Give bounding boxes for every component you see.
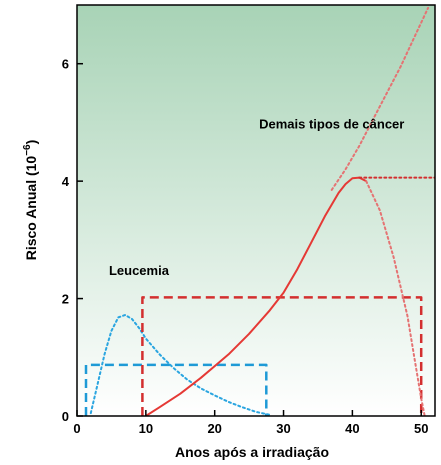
svg-text:Risco Anual (10−6): Risco Anual (10−6)	[22, 140, 39, 261]
y-axis-title-close: )	[23, 140, 39, 145]
y-axis-title-exponent: −6	[22, 144, 33, 156]
x-axis-title: Anos após a irradiação	[175, 444, 329, 460]
series-solid-decline	[365, 180, 426, 416]
y-tick-label: 6	[62, 57, 69, 72]
series-solid-model	[141, 296, 423, 416]
annotation-demais: Demais tipos de câncer	[259, 116, 404, 131]
series-solid-observed	[145, 176, 367, 416]
y-axis-title: Risco Anual (10−6)	[22, 140, 39, 261]
x-tick-label: 20	[207, 421, 221, 436]
x-tick-label: 30	[276, 421, 290, 436]
series-solid-linear-extrapolation	[330, 6, 430, 191]
x-tick-label: 40	[345, 421, 359, 436]
y-tick-label: 2	[62, 292, 69, 307]
x-tick-label: 50	[414, 421, 428, 436]
x-tick-label: 10	[139, 421, 153, 436]
series-layer	[84, 6, 435, 416]
y-tick-label: 0	[62, 409, 69, 424]
series-leukemia-model	[84, 363, 268, 416]
tick-layer: 0 10 20 30 40 50 0 2 4 6	[62, 57, 429, 436]
y-tick-label: 4	[62, 174, 70, 189]
y-axis-title-main: Risco Anual (10	[23, 156, 39, 261]
plot-frame	[76, 4, 436, 417]
x-tick-label: 0	[73, 421, 80, 436]
plot-background	[77, 5, 435, 416]
annotation-leucemia: Leucemia	[109, 263, 170, 278]
series-leukemia-curve	[89, 314, 271, 416]
